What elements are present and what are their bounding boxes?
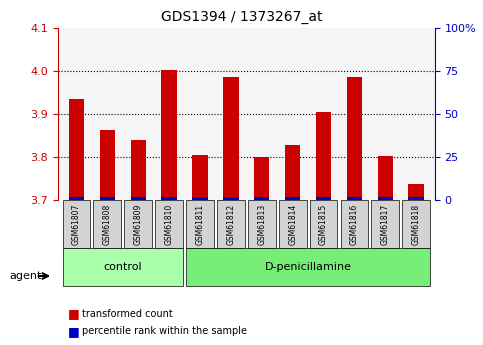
Text: GSM61815: GSM61815	[319, 204, 328, 245]
Text: percentile rank within the sample: percentile rank within the sample	[82, 326, 247, 336]
Bar	[192, 155, 208, 200]
Bar	[130, 197, 146, 200]
Text: GSM61817: GSM61817	[381, 204, 390, 245]
Bar	[161, 70, 177, 200]
FancyBboxPatch shape	[155, 200, 183, 248]
Text: control: control	[103, 263, 142, 272]
Bar	[223, 197, 239, 200]
Text: ■: ■	[68, 307, 79, 321]
Bar	[378, 156, 393, 200]
Text: GSM61814: GSM61814	[288, 204, 297, 245]
Bar	[347, 77, 362, 200]
Text: GDS1394 / 1373267_at: GDS1394 / 1373267_at	[161, 10, 322, 24]
Bar	[192, 197, 208, 200]
Text: GSM61812: GSM61812	[227, 204, 235, 245]
Bar	[254, 157, 270, 200]
Bar	[69, 197, 84, 200]
Text: agent: agent	[10, 271, 42, 281]
Text: ■: ■	[68, 325, 79, 338]
FancyBboxPatch shape	[402, 200, 430, 248]
Text: GSM61808: GSM61808	[103, 204, 112, 245]
Bar	[285, 145, 300, 200]
Bar	[130, 140, 146, 200]
Bar	[254, 197, 270, 200]
FancyBboxPatch shape	[341, 200, 369, 248]
Bar	[285, 197, 300, 200]
Text: GSM61816: GSM61816	[350, 204, 359, 245]
Text: D-penicillamine: D-penicillamine	[265, 263, 352, 272]
FancyBboxPatch shape	[63, 200, 90, 248]
FancyBboxPatch shape	[248, 200, 276, 248]
FancyBboxPatch shape	[371, 200, 399, 248]
Text: GSM61809: GSM61809	[134, 204, 143, 245]
FancyBboxPatch shape	[63, 248, 183, 286]
Bar	[378, 197, 393, 200]
Bar	[316, 197, 331, 200]
FancyBboxPatch shape	[186, 248, 430, 286]
Text: GSM61810: GSM61810	[165, 204, 173, 245]
Bar	[99, 197, 115, 200]
Text: transformed count: transformed count	[82, 309, 173, 319]
Bar	[223, 77, 239, 200]
Bar	[409, 184, 424, 200]
Bar	[161, 197, 177, 200]
FancyBboxPatch shape	[94, 200, 121, 248]
Bar	[99, 130, 115, 200]
Text: GSM61818: GSM61818	[412, 204, 421, 245]
Bar	[347, 197, 362, 200]
Text: GSM61813: GSM61813	[257, 204, 266, 245]
Bar	[69, 99, 84, 200]
FancyBboxPatch shape	[186, 200, 214, 248]
Bar	[316, 112, 331, 200]
FancyBboxPatch shape	[124, 200, 152, 248]
Text: GSM61807: GSM61807	[72, 204, 81, 245]
FancyBboxPatch shape	[217, 200, 245, 248]
FancyBboxPatch shape	[310, 200, 338, 248]
Bar	[409, 197, 424, 200]
FancyBboxPatch shape	[279, 200, 307, 248]
Text: GSM61811: GSM61811	[196, 204, 204, 245]
